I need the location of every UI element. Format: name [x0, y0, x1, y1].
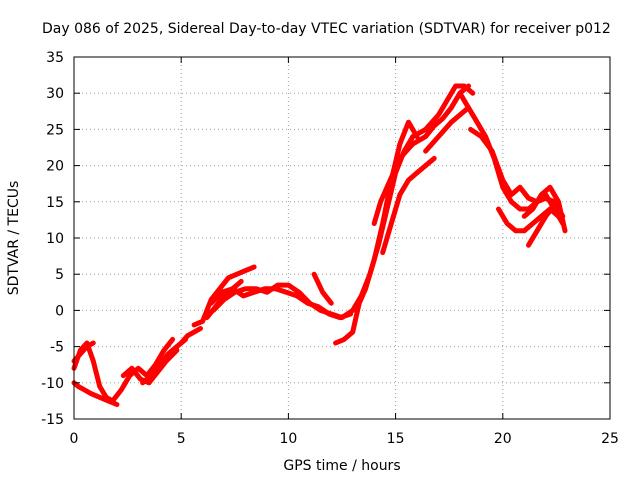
axis-ticks: 0 5 10 15 20 25 -15 -10 -5 0 5 10 15 20 25 30 35 [41, 50, 619, 447]
x-tick-label: 10 [279, 431, 297, 447]
y-tick-label: 0 [55, 303, 64, 319]
y-tick-label: 25 [46, 122, 64, 138]
x-tick-label: 5 [177, 431, 186, 447]
series-line-track-22 [526, 202, 566, 248]
series-line-track-13 [350, 134, 416, 313]
series-line-track-14 [380, 155, 437, 255]
series-line-track-11 [311, 271, 334, 306]
y-tick-label: -10 [41, 376, 64, 392]
data-series [71, 83, 568, 407]
series-line-track-3 [71, 340, 96, 364]
x-tick-label: 15 [387, 431, 405, 447]
y-axis-label: SDTVAR / TECUs [6, 181, 22, 296]
series-line-track-15 [371, 141, 416, 226]
series-line-track-6 [178, 326, 203, 346]
y-tick-label: -5 [50, 340, 64, 356]
series-line-track-19 [457, 90, 566, 226]
series-line-track-23 [521, 184, 568, 234]
x-tick-label: 0 [70, 431, 79, 447]
series-line-track-18 [423, 105, 471, 154]
series-line-track-5 [140, 336, 188, 386]
x-tick-label: 25 [601, 431, 619, 447]
x-axis-label: GPS time / hours [283, 458, 400, 474]
series-line-track-2 [71, 380, 120, 407]
series-line-track-4 [120, 347, 180, 386]
y-tick-label: 20 [46, 159, 64, 175]
series-line-track-7 [191, 264, 257, 328]
series-line-track-10 [204, 278, 244, 321]
y-tick-label: 5 [55, 267, 64, 283]
y-tick-label: -15 [41, 412, 64, 428]
chart-title: Day 086 of 2025, Sidereal Day-to-day VTE… [42, 21, 611, 37]
y-tick-label: 30 [46, 86, 64, 102]
y-tick-label: 35 [46, 50, 64, 66]
y-tick-label: 10 [46, 231, 64, 247]
series-line-track-16 [410, 83, 476, 140]
y-tick-label: 15 [46, 195, 64, 211]
series-line-track-20 [468, 126, 566, 219]
grid [74, 57, 610, 419]
x-tick-label: 20 [494, 431, 512, 447]
